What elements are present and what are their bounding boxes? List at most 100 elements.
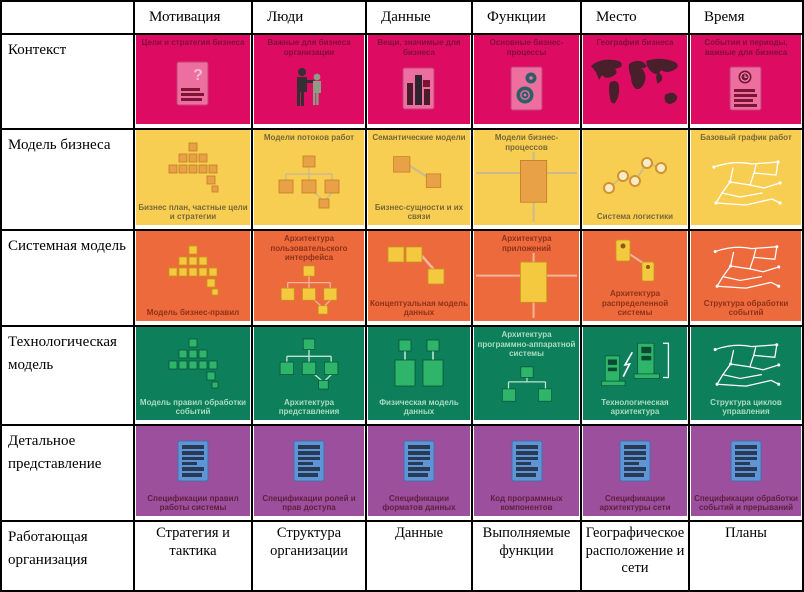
- row-label-technology-model: Технологическая модель: [2, 327, 133, 424]
- spec-document-icon: [730, 440, 762, 482]
- matrix-cell-context-data: Вещи, значимые для бизнеса: [367, 35, 471, 128]
- spec-document-icon: [177, 440, 209, 482]
- matrix-cell-business-model-place: Система логистики: [582, 130, 688, 229]
- column-header-people: Люди: [253, 2, 365, 33]
- org-chart-icon: [280, 265, 338, 315]
- column-header-data: Данные: [367, 2, 471, 33]
- row-label-business-model: Модель бизнеса: [2, 130, 133, 229]
- sketch-icon: [712, 160, 782, 206]
- column-header-place: Место: [582, 2, 688, 33]
- cell-caption: Код программных компонентов: [490, 493, 563, 513]
- matrix-cell-technology-model-people: Архитектура представления: [253, 327, 365, 424]
- footer-cell-plans: Планы: [690, 522, 802, 590]
- cell-caption: Концептуальная модель данных: [370, 298, 469, 318]
- row-label-system-model: Системная модель: [2, 231, 133, 325]
- cell-caption: Технологическая архитектура: [601, 397, 669, 417]
- pyramid-icon: [168, 142, 219, 193]
- matrix-cell-detailed-view-place: Спецификации архитектуры сети: [582, 426, 688, 520]
- cell-caption: Модель бизнес-правил: [146, 308, 240, 318]
- network-nodes-icon: [603, 156, 667, 194]
- matrix-cell-system-model-time: Структура обработки событий: [690, 231, 802, 325]
- process-block-icon: [476, 253, 577, 318]
- org-chart-icon: [278, 155, 340, 209]
- column-header-functions: Функции: [473, 2, 580, 33]
- row-label-context: Контекст: [2, 35, 133, 128]
- footer-cell-performed-functions: Выполняемые функции: [473, 522, 580, 590]
- cell-caption: Спецификации архитектуры сети: [599, 493, 671, 513]
- matrix-cell-technology-model-time: Структура циклов управления: [690, 327, 802, 424]
- matrix-cell-technology-model-motivation: Модель правил обработки событий: [135, 327, 251, 424]
- matrix-cell-context-people: Важные для бизнеса организации: [253, 35, 365, 128]
- matrix-cell-technology-model-functions: Архитектура программно-аппаратной систем…: [473, 327, 580, 424]
- matrix-cell-business-model-motivation: Бизнес план, частные цели и стратегии: [135, 130, 251, 229]
- cell-caption: Архитектура пользовательского интерфейса: [270, 234, 348, 263]
- matrix-cell-system-model-data: Концептуальная модель данных: [367, 231, 471, 325]
- matrix-cell-technology-model-place: Технологическая архитектура: [582, 327, 688, 424]
- matrix-cell-context-time: События и периоды, важные для бизнеса: [690, 35, 802, 128]
- cell-caption: События и периоды, важные для бизнеса: [704, 38, 788, 57]
- pyramid-icon: [168, 338, 219, 389]
- matrix-cell-business-model-people: Модели потоков работ: [253, 130, 365, 229]
- matrix-cell-detailed-view-time: Спецификации обработки событий и прерыва…: [690, 426, 802, 520]
- cell-caption: Спецификации обработки событий и прерыва…: [694, 493, 798, 513]
- matrix-cell-system-model-place: Архитектура распределенной системы: [582, 231, 688, 325]
- svg-text:?: ?: [193, 67, 203, 84]
- business-things-icon: [402, 67, 435, 110]
- linked-entities-icon: [393, 155, 442, 188]
- cell-caption: Семантические модели: [372, 133, 466, 142]
- column-header-time: Время: [690, 2, 802, 33]
- linked-entities-icon: [387, 247, 445, 285]
- document-question-icon: ?: [176, 61, 209, 106]
- cell-caption: Архитектура программно-аппаратной систем…: [477, 330, 576, 359]
- matrix-cell-business-model-functions: Модели бизнес-процессов: [473, 130, 580, 229]
- column-header-motivation: Мотивация: [135, 2, 251, 33]
- cell-caption: География бизнеса: [596, 38, 674, 47]
- hardware-towers-icon: [601, 342, 670, 386]
- cell-caption: Структура циклов управления: [710, 397, 782, 417]
- matrix-cell-detailed-view-motivation: Спецификации правил работы системы: [135, 426, 251, 520]
- document-clock-icon: [729, 66, 762, 111]
- row-label-detailed-view: Детальное представление: [2, 426, 133, 520]
- footer-cell-strategy-tactics: Стратегия и тактика: [135, 522, 251, 590]
- cell-caption: Модели бизнес-процессов: [494, 133, 559, 152]
- matrix-cell-context-place: География бизнеса: [582, 35, 688, 128]
- people-icon: [297, 68, 321, 107]
- process-gears-icon: [510, 66, 542, 111]
- process-block-icon: [476, 152, 577, 222]
- cell-caption: Цели и стратегия бизнеса: [141, 38, 245, 47]
- corner-cell: [2, 2, 133, 33]
- matrix-cell-system-model-people: Архитектура пользовательского интерфейса: [253, 231, 365, 325]
- world-map-icon: [591, 59, 678, 105]
- cell-caption: Вещи, значимые для бизнеса: [377, 38, 461, 57]
- footer-cell-geographic-location: Географическое расположение и сети: [582, 522, 688, 590]
- matrix-cell-detailed-view-people: Спецификации ролей и прав доступа: [253, 426, 365, 520]
- cell-caption: Система логистики: [596, 212, 674, 222]
- matrix-cell-technology-model-data: Физическая модель данных: [367, 327, 471, 424]
- sketch-icon: [713, 343, 781, 387]
- spec-document-icon: [511, 440, 542, 482]
- cell-caption: Физическая модель данных: [379, 397, 459, 417]
- cell-caption: Спецификации форматов данных: [382, 493, 456, 513]
- cell-caption: Бизнес план, частные цели и стратегии: [138, 202, 248, 222]
- cell-caption: Базовый график работ: [700, 133, 792, 142]
- pyramid-icon: [168, 245, 219, 296]
- org-chart-icon: [501, 366, 552, 402]
- matrix-cell-detailed-view-functions: Код программных компонентов: [473, 426, 580, 520]
- cell-caption: Архитектура приложений: [501, 234, 552, 253]
- spec-document-icon: [293, 440, 325, 482]
- distributed-devices-icon: [615, 239, 655, 282]
- cell-caption: Архитектура представления: [278, 397, 340, 417]
- cell-caption: Спецификации ролей и прав доступа: [262, 493, 356, 513]
- matrix-cell-system-model-motivation: Модель бизнес-правил: [135, 231, 251, 325]
- matrix-cell-detailed-view-data: Спецификации форматов данных: [367, 426, 471, 520]
- org-chart-icon: [279, 338, 339, 390]
- sketch-icon: [713, 245, 781, 290]
- row-label-working-organization: Работающая организация: [2, 522, 133, 590]
- cell-caption: Спецификации правил работы системы: [147, 493, 239, 513]
- cell-caption: Модели потоков работ: [263, 133, 355, 142]
- cell-caption: Важные для бизнеса организации: [267, 38, 351, 57]
- cell-caption: Архитектура распределенной системы: [601, 289, 669, 318]
- spec-document-icon: [619, 440, 651, 482]
- cell-caption: Бизнес-сущности и их связи: [374, 202, 464, 222]
